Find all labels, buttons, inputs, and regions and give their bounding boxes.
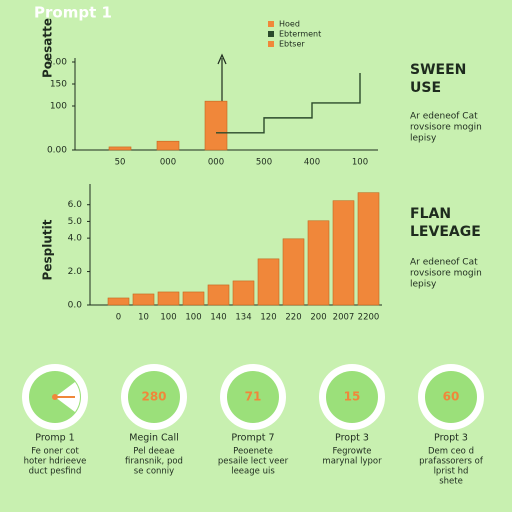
side-title: SWEEN [410, 62, 466, 78]
y-tick-label: 5.00 [47, 58, 67, 68]
card-disc [227, 371, 279, 423]
y-tick-label: 5.0 [68, 217, 83, 227]
y-tick-label: 2.0 [68, 267, 83, 277]
card-text: shete [439, 477, 463, 487]
card-title: Propt 3 [434, 433, 468, 444]
bar [357, 192, 380, 306]
y-axis-label: Pesplutit [41, 219, 55, 280]
header-title: Prompt 1 [34, 4, 112, 22]
card-value: 280 [141, 390, 166, 404]
y-tick-label: 150 [50, 80, 67, 90]
legend-swatch [268, 31, 274, 37]
card-icon-dot [52, 394, 58, 400]
bar [282, 238, 305, 306]
card-text: Peoenete [233, 447, 273, 457]
side-text: lepisy [410, 280, 437, 290]
side-text: rovsisore mogin [410, 123, 482, 133]
card-text: pesaile lect veer [218, 457, 289, 467]
bar [108, 146, 132, 151]
bar [156, 140, 180, 151]
card-text: duct pesfind [29, 467, 82, 477]
card-title: Megin Call [129, 433, 179, 444]
card-disc [326, 371, 378, 423]
x-tick-label: 000 [208, 158, 224, 168]
bar [257, 258, 280, 306]
card-title: Propt 3 [335, 433, 369, 444]
card-text: marynal lypor [322, 457, 382, 467]
step-line [216, 73, 361, 134]
x-tick-label: 140 [210, 313, 226, 323]
x-tick-label: 200 [310, 313, 326, 323]
x-tick-label: 400 [304, 158, 320, 168]
bar [182, 291, 205, 306]
x-tick-label: 120 [260, 313, 276, 323]
card-disc [425, 371, 477, 423]
side-text: Ar edeneof Cat [410, 258, 478, 268]
bar [157, 291, 180, 306]
side-text: rovsisore mogin [410, 269, 482, 279]
side-title: FLAN [410, 206, 451, 222]
legend-label: Ebtser [279, 40, 305, 49]
side-title: USE [410, 80, 441, 96]
card-text: prafassorers of [419, 457, 484, 467]
legend-label: Hoed [279, 20, 300, 29]
card-text: Pel deeae [133, 447, 174, 457]
x-tick-label: 2007 [333, 313, 355, 323]
x-tick-label: 2200 [358, 313, 380, 323]
arrow-head [217, 53, 227, 65]
card-value: 15 [344, 390, 361, 404]
x-tick-label: 100 [160, 313, 176, 323]
y-tick-label: 0.00 [47, 146, 67, 156]
x-tick-label: 100 [352, 158, 368, 168]
y-tick-label: 0.0 [68, 301, 83, 311]
card-text: hoter hdrieeve [24, 457, 87, 467]
legend-swatch [268, 21, 274, 27]
y-tick-label: 4.0 [68, 234, 83, 244]
x-tick-label: 50 [115, 158, 126, 168]
y-axis-label: Poesatte [41, 18, 55, 78]
x-tick-label: 500 [256, 158, 272, 168]
x-tick-label: 100 [185, 313, 201, 323]
card-text: leeage uis [231, 467, 275, 477]
card-title: Prompt 7 [231, 433, 274, 444]
x-tick-label: 000 [160, 158, 176, 168]
side-text: lepisy [410, 134, 437, 144]
card-text: Dem ceo d [428, 447, 474, 457]
x-tick-label: 220 [285, 313, 301, 323]
card-value: 71 [245, 390, 262, 404]
legend-swatch [268, 41, 274, 47]
card-title: Promp 1 [35, 433, 74, 444]
bar [132, 293, 155, 306]
card-text: Fegrowte [332, 447, 371, 457]
card-text: firansnik, pod [125, 457, 183, 467]
side-title: LEVEAGE [410, 224, 481, 240]
card-text: se conniy [134, 467, 174, 477]
bar [204, 100, 228, 151]
x-tick-label: 0 [116, 313, 121, 323]
card-text: lprist hd [434, 467, 469, 477]
card-disc [128, 371, 180, 423]
bar [107, 297, 130, 306]
bar [332, 200, 355, 306]
card-text: Fe oner cot [31, 447, 79, 457]
bar [307, 220, 330, 306]
bar [232, 280, 255, 306]
x-tick-label: 10 [138, 313, 149, 323]
x-tick-label: 134 [235, 313, 251, 323]
legend-label: Ebterment [279, 30, 321, 39]
side-text: Ar edeneof Cat [410, 112, 478, 122]
card-value: 60 [443, 390, 460, 404]
y-tick-label: 100 [50, 102, 67, 112]
bar [207, 284, 230, 306]
y-tick-label: 6.0 [68, 200, 83, 210]
